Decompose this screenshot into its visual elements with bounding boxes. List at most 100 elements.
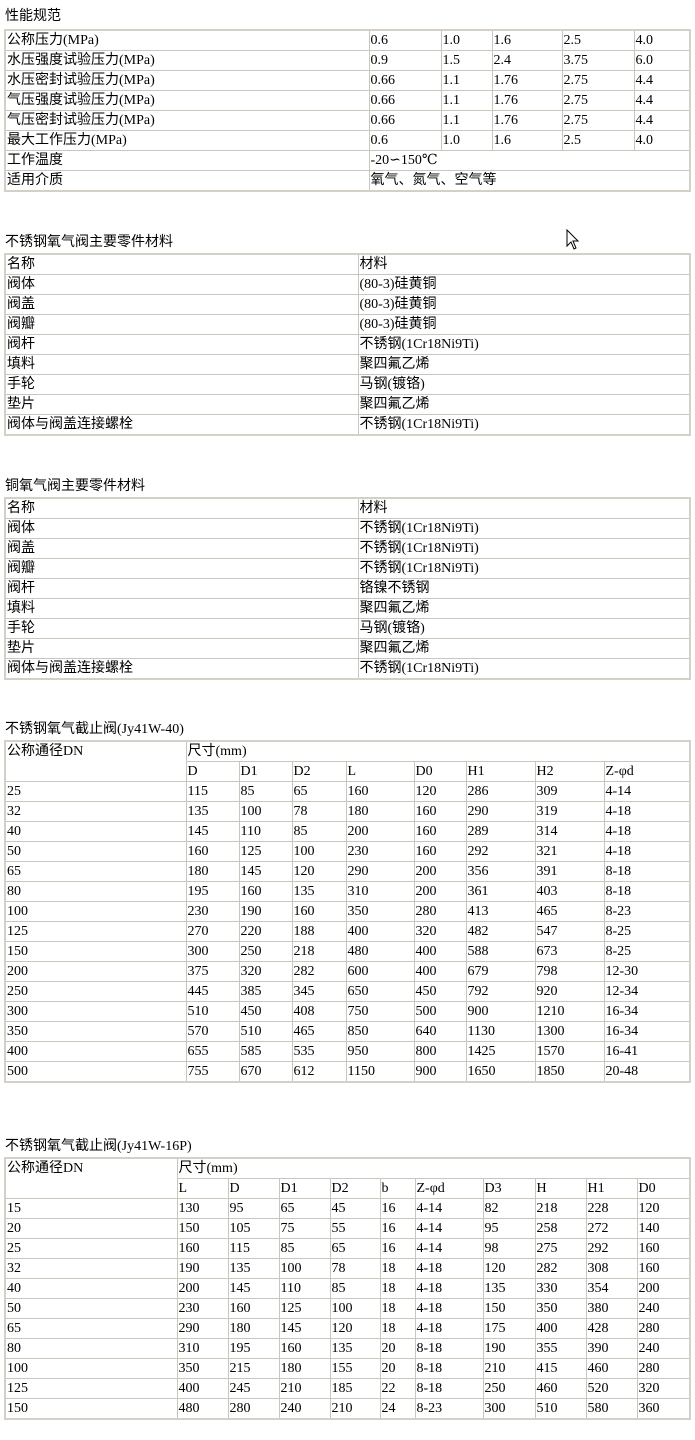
value-cell: 12-34 bbox=[603, 981, 691, 1002]
size-header-cell: 尺寸(mm) bbox=[185, 740, 691, 762]
value-cell: 679 bbox=[465, 961, 536, 982]
column-header-cell: L bbox=[345, 761, 415, 782]
value-cell: 580 bbox=[585, 1398, 638, 1420]
dims-40-table: 公称通径DN 尺寸(mm) D D1 D2 L D0 H1 H2 Z-φd 25 115 85 65 160… bbox=[4, 740, 692, 1083]
value-cell: 270 bbox=[185, 921, 240, 942]
material-cell: (80-3)硅黄铜 bbox=[357, 314, 691, 335]
value-cell: 535 bbox=[291, 1041, 347, 1062]
value-cell: 0.66 bbox=[368, 110, 442, 131]
value-cell: 160 bbox=[176, 1238, 229, 1259]
column-header-cell: H1 bbox=[465, 761, 536, 782]
value-cell: 200 bbox=[636, 1278, 691, 1299]
value-cell: 240 bbox=[278, 1398, 331, 1420]
material-cell: 聚四氟乙烯 bbox=[357, 394, 691, 415]
dn-cell: 300 bbox=[4, 1001, 187, 1022]
arrow-pointer-icon bbox=[566, 229, 580, 250]
value-cell: 230 bbox=[176, 1298, 229, 1319]
value-cell: 275 bbox=[534, 1238, 587, 1259]
value-cell: 8-18 bbox=[414, 1338, 484, 1359]
value-cell: 12-30 bbox=[603, 961, 691, 982]
material-cell: 不锈钢(1Cr18Ni9Ti) bbox=[357, 538, 691, 559]
part-name-cell: 垫片 bbox=[4, 638, 359, 659]
value-cell: 900 bbox=[413, 1061, 467, 1083]
dn-cell: 100 bbox=[4, 1358, 178, 1379]
part-name-cell: 手轮 bbox=[4, 618, 359, 639]
dn-cell: 32 bbox=[4, 1258, 178, 1279]
value-cell: 792 bbox=[465, 981, 536, 1002]
value-cell: 570 bbox=[185, 1021, 240, 1042]
value-cell: 135 bbox=[291, 881, 347, 902]
value-cell: 4.0 bbox=[633, 29, 691, 51]
value-cell: 195 bbox=[227, 1338, 280, 1359]
value-cell: 190 bbox=[482, 1338, 536, 1359]
table-row: 350 570 510 465 850 640 1130 1300 16-34 bbox=[4, 1021, 691, 1042]
material-cell: 不锈钢(1Cr18Ni9Ti) bbox=[357, 558, 691, 579]
table-row: 100 350 215 180 155 20 8-18 210 415 460 280 bbox=[4, 1358, 691, 1379]
header-cell: 名称 bbox=[4, 497, 359, 519]
table-row: 工作温度 -20∽150℃ bbox=[4, 150, 691, 171]
value-cell: 1850 bbox=[534, 1061, 605, 1083]
material-cell: 聚四氟乙烯 bbox=[357, 598, 691, 619]
value-cell: 356 bbox=[465, 861, 536, 882]
value-cell: 180 bbox=[278, 1358, 331, 1379]
value-cell: 160 bbox=[413, 821, 467, 842]
value-cell: 1300 bbox=[534, 1021, 605, 1042]
value-cell: 160 bbox=[636, 1258, 691, 1279]
value-cell: 240 bbox=[636, 1298, 691, 1319]
value-cell: 1.76 bbox=[491, 110, 563, 131]
table-row: 阀杆 铬镍不锈钢 bbox=[4, 578, 691, 599]
table-row: 水压密封试验压力(MPa) 0.66 1.1 1.76 2.75 4.4 bbox=[4, 70, 691, 91]
part-name-cell: 阀瓣 bbox=[4, 314, 359, 335]
table-row: 水压强度试验压力(MPa) 0.9 1.5 2.4 3.75 6.0 bbox=[4, 50, 691, 71]
value-cell: 180 bbox=[227, 1318, 280, 1339]
value-cell: 650 bbox=[345, 981, 415, 1002]
part-name-cell: 手轮 bbox=[4, 374, 359, 395]
column-header-cell: D0 bbox=[413, 761, 467, 782]
table-row: 气压强度试验压力(MPa) 0.66 1.1 1.76 2.75 4.4 bbox=[4, 90, 691, 111]
value-cell: 330 bbox=[534, 1278, 587, 1299]
value-cell: 160 bbox=[227, 1298, 280, 1319]
part-name-cell: 填料 bbox=[4, 598, 359, 619]
material-cell: 铬镍不锈钢 bbox=[357, 578, 691, 599]
column-header-cell: H bbox=[534, 1178, 587, 1199]
value-cell: 82 bbox=[482, 1198, 536, 1219]
label-cell: 气压密封试验压力(MPa) bbox=[4, 110, 370, 131]
dims-40-title: 不锈钢氧气截止阀(Jy41W-40) bbox=[5, 722, 184, 737]
value-cell: 18 bbox=[379, 1298, 416, 1319]
value-cell: 450 bbox=[413, 981, 467, 1002]
value-cell: 0.9 bbox=[368, 50, 442, 71]
value-cell: 400 bbox=[345, 921, 415, 942]
value-cell: 282 bbox=[291, 961, 347, 982]
value-cell: 2.4 bbox=[491, 50, 563, 71]
value-cell: 110 bbox=[278, 1278, 331, 1299]
dn-cell: 32 bbox=[4, 801, 187, 822]
value-cell: 145 bbox=[227, 1278, 280, 1299]
table-row: 阀体与阀盖连接螺栓 不锈钢(1Cr18Ni9Ti) bbox=[4, 414, 691, 436]
table-row: 气压密封试验压力(MPa) 0.66 1.1 1.76 2.75 4.4 bbox=[4, 110, 691, 131]
value-cell: 145 bbox=[238, 861, 293, 882]
value-cell: 465 bbox=[291, 1021, 347, 1042]
value-cell: 354 bbox=[585, 1278, 638, 1299]
value-cell: 400 bbox=[413, 961, 467, 982]
label-cell: 工作温度 bbox=[4, 150, 370, 171]
dn-cell: 125 bbox=[4, 921, 187, 942]
material-cell: (80-3)硅黄铜 bbox=[357, 274, 691, 295]
dn-cell: 200 bbox=[4, 961, 187, 982]
value-cell: 612 bbox=[291, 1061, 347, 1083]
value-cell: 20 bbox=[379, 1338, 416, 1359]
dims-16p-table: 公称通径DN 尺寸(mm) L D D1 D2 b Z-φd D3 H H1 D0 15 130 95 65 4… bbox=[4, 1157, 692, 1420]
value-cell: 1.76 bbox=[491, 90, 563, 111]
value-cell: 160 bbox=[413, 841, 467, 862]
value-cell: 300 bbox=[185, 941, 240, 962]
column-header-cell: D bbox=[227, 1178, 280, 1199]
part-name-cell: 阀杆 bbox=[4, 578, 359, 599]
column-header-cell: H2 bbox=[534, 761, 605, 782]
column-header-cell: D3 bbox=[482, 1178, 536, 1199]
dn-header-cell: 公称通径DN bbox=[4, 740, 187, 782]
value-cell: 798 bbox=[534, 961, 605, 982]
value-cell: 120 bbox=[413, 781, 467, 802]
value-cell: 4-18 bbox=[414, 1278, 484, 1299]
value-cell: 286 bbox=[465, 781, 536, 802]
value-cell: 16-34 bbox=[603, 1021, 691, 1042]
value-cell: 1570 bbox=[534, 1041, 605, 1062]
